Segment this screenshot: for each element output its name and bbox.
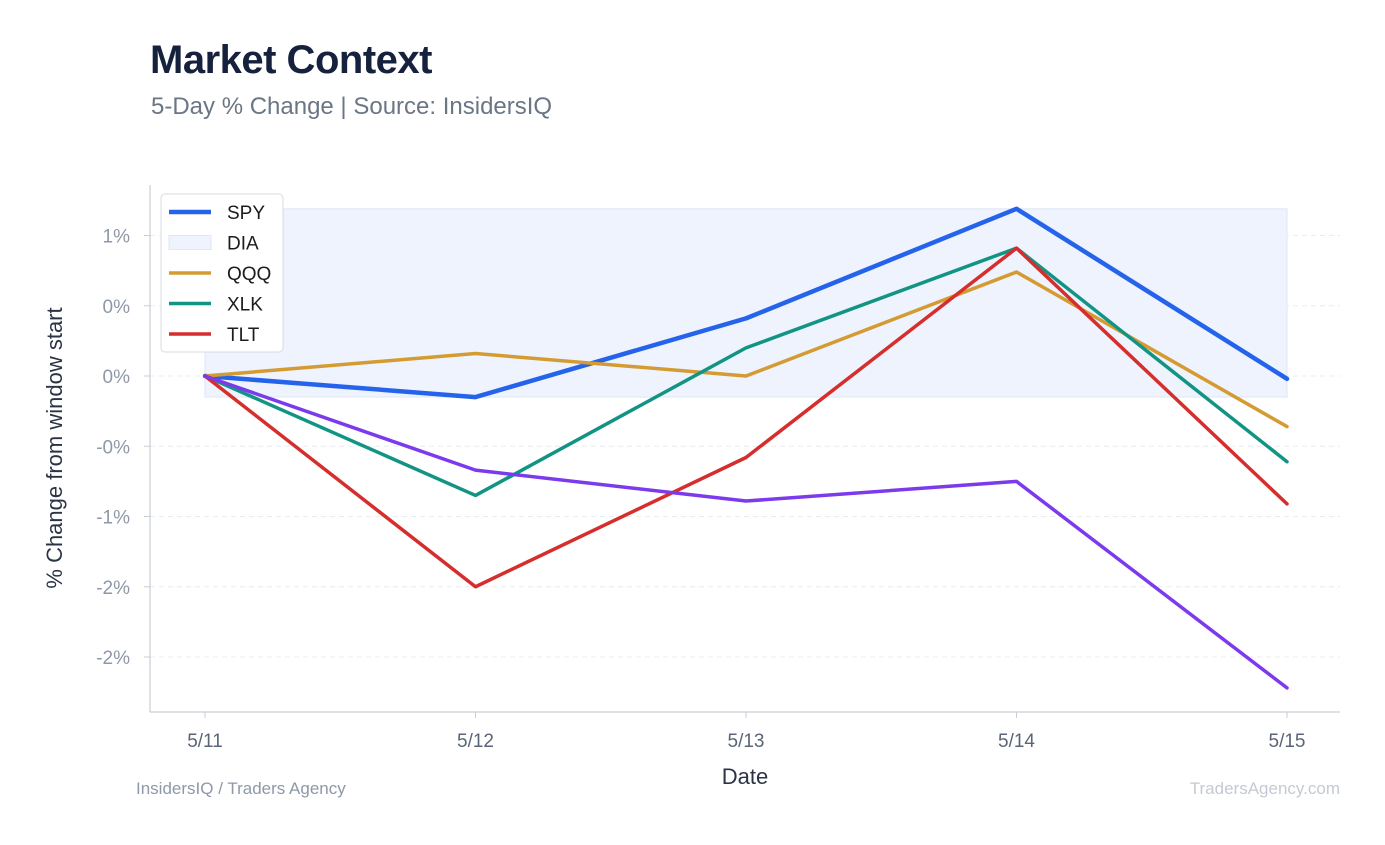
legend-label-spy[interactable]: SPY [227, 203, 265, 224]
footer-watermark: TradersAgency.com [1189, 779, 1340, 798]
y-tick-label: -1% [96, 508, 130, 529]
y-tick-label: 1% [103, 227, 131, 248]
y-tick-label: 0% [103, 367, 131, 388]
legend-label-qqq[interactable]: QQQ [227, 264, 271, 285]
x-tick-label: 5/14 [998, 731, 1035, 752]
y-tick-label: -0% [96, 437, 130, 458]
x-tick-label: 5/15 [1269, 731, 1306, 752]
legend-box [160, 193, 284, 353]
series-line-xlk [203, 246, 1289, 498]
series-line-unlabeled [203, 374, 1289, 690]
chart-subtitle: 5-Day % Change | Source: InsidersIQ [151, 93, 553, 120]
series-line-spy [202, 206, 1290, 400]
series-layer [202, 206, 1290, 690]
y-tick-label: -2% [96, 578, 130, 599]
legend-label-dia[interactable]: DIA [227, 234, 259, 255]
series-line-qqq [203, 270, 1289, 429]
legend-label-tlt[interactable]: TLT [227, 325, 260, 346]
legend[interactable]: SPY DIA QQQ XLK TLT [160, 193, 284, 353]
legend-swatch-dia[interactable] [168, 235, 212, 250]
y-axis-label: % Change from window start [42, 307, 67, 588]
legend-label-xlk[interactable]: XLK [227, 295, 263, 316]
footer-source: InsidersIQ / Traders Agency [136, 779, 346, 798]
y-tick-label: 0% [103, 297, 131, 318]
chart-title: Market Context [150, 38, 432, 82]
x-axis-label: Date [722, 764, 768, 789]
band-layer [204, 208, 1288, 398]
band-dia [204, 208, 1288, 398]
x-tick-label: 5/12 [457, 731, 494, 752]
x-tick-label: 5/13 [728, 731, 765, 752]
y-tick-label: -2% [96, 648, 130, 669]
series-line-tlt [203, 246, 1289, 589]
x-tick-label: 5/11 [187, 731, 223, 752]
axes: 1% 0% 0% -0% -1% -2% -2% 5/11 5/12 5/13 5/14 5/15 Da… [42, 185, 1340, 789]
